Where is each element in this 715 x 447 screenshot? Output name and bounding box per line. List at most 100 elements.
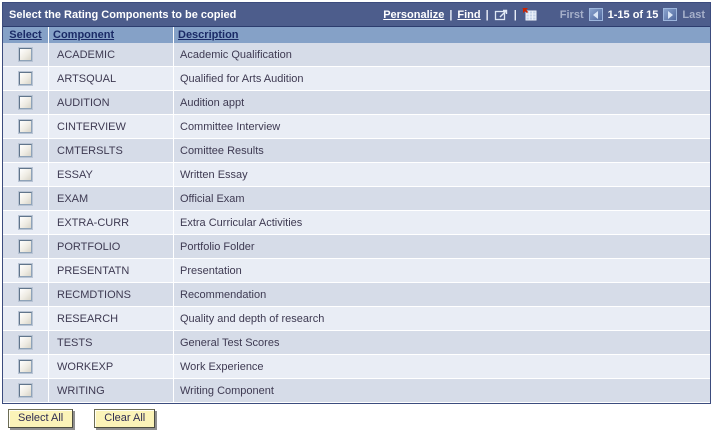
description-cell: Portfolio Folder [173,235,710,258]
component-cell: WORKEXP [48,355,173,378]
first-page-link[interactable]: First [559,8,584,21]
row-checkbox[interactable] [19,72,32,85]
component-cell: EXAM [48,187,173,210]
component-cell: WRITING [48,379,173,402]
table-row: PRESENTATN Presentation [3,259,710,283]
select-cell [3,331,48,354]
table-row: WORKEXP Work Experience [3,355,710,379]
row-checkbox[interactable] [19,192,32,205]
description-cell: Writing Component [173,379,710,402]
select-cell [3,163,48,186]
description-cell: Presentation [173,259,710,282]
separator: | [513,8,517,21]
row-checkbox[interactable] [19,360,32,373]
select-all-button[interactable]: Select All [8,409,74,428]
table-row: RECMDTIONS Recommendation [3,283,710,307]
next-arrow-icon [667,10,673,19]
column-header-component: Component [48,27,173,43]
download-to-excel-icon[interactable] [522,8,537,22]
select-cell [3,67,48,90]
grid-title-bar: Select the Rating Components to be copie… [3,3,710,26]
column-header-description: Description [173,27,710,43]
select-cell [3,187,48,210]
table-row: ARTSQUAL Qualified for Arts Audition [3,67,710,91]
column-header-select: Select [3,27,48,43]
grid-pagination: First 1-15 of 15 Last [560,8,705,21]
description-cell: Quality and depth of research [173,307,710,330]
clear-all-button[interactable]: Clear All [94,409,156,428]
table-row: RESEARCH Quality and depth of research [3,307,710,331]
select-cell [3,43,48,66]
component-cell: CINTERVIEW [48,115,173,138]
select-cell [3,115,48,138]
table-row: EXTRA-CURR Extra Curricular Activities [3,211,710,235]
table-row: TESTS General Test Scores [3,331,710,355]
row-checkbox[interactable] [19,144,32,157]
row-checkbox[interactable] [19,264,32,277]
row-checkbox[interactable] [19,96,32,109]
row-range-label: 1-15 of 15 [607,8,659,21]
description-cell: Recommendation [173,283,710,306]
previous-arrow-icon [593,10,599,19]
table-body: ACADEMIC Academic Qualification ARTSQUAL… [3,43,710,403]
component-cell: ARTSQUAL [48,67,173,90]
popup-window-icon[interactable] [494,8,509,22]
grid-title: Select the Rating Components to be copie… [9,8,237,21]
row-checkbox[interactable] [19,120,32,133]
column-header-component-link[interactable]: Component [53,29,115,41]
select-cell [3,139,48,162]
table-row: WRITING Writing Component [3,379,710,403]
last-page-link[interactable]: Last [682,8,705,21]
component-cell: RESEARCH [48,307,173,330]
row-checkbox[interactable] [19,336,32,349]
row-checkbox[interactable] [19,288,32,301]
rating-components-grid: Select the Rating Components to be copie… [2,2,711,404]
footer-actions: Select All Clear All [8,409,713,428]
row-checkbox[interactable] [19,48,32,61]
select-cell [3,307,48,330]
table-row: CMTERSLTS Comittee Results [3,139,710,163]
description-cell: Qualified for Arts Audition [173,67,710,90]
grid-toolbar: Personalize | Find | | [383,8,705,22]
description-cell: Academic Qualification [173,43,710,66]
description-cell: Official Exam [173,187,710,210]
description-cell: Work Experience [173,355,710,378]
row-checkbox[interactable] [19,216,32,229]
component-cell: ESSAY [48,163,173,186]
column-header-description-link[interactable]: Description [178,29,239,41]
component-cell: TESTS [48,331,173,354]
component-cell: PRESENTATN [48,259,173,282]
select-cell [3,379,48,402]
description-cell: Extra Curricular Activities [173,211,710,234]
next-page-button[interactable] [663,8,678,21]
description-cell: Written Essay [173,163,710,186]
table-row: EXAM Official Exam [3,187,710,211]
select-cell [3,235,48,258]
description-cell: General Test Scores [173,331,710,354]
component-cell: EXTRA-CURR [48,211,173,234]
column-header-select-link[interactable]: Select [9,29,42,41]
component-cell: PORTFOLIO [48,235,173,258]
previous-page-button[interactable] [588,8,603,21]
component-cell: RECMDTIONS [48,283,173,306]
table-row: ESSAY Written Essay [3,163,710,187]
personalize-link[interactable]: Personalize [383,8,445,21]
description-cell: Comittee Results [173,139,710,162]
select-cell [3,283,48,306]
component-cell: ACADEMIC [48,43,173,66]
description-cell: Committee Interview [173,115,710,138]
row-checkbox[interactable] [19,168,32,181]
row-checkbox[interactable] [19,240,32,253]
table-row: AUDITION Audition appt [3,91,710,115]
select-cell [3,211,48,234]
table-row: ACADEMIC Academic Qualification [3,43,710,67]
row-checkbox[interactable] [19,312,32,325]
description-cell: Audition appt [173,91,710,114]
table-row: PORTFOLIO Portfolio Folder [3,235,710,259]
select-cell [3,259,48,282]
separator: | [449,8,453,21]
separator: | [485,8,489,21]
row-checkbox[interactable] [19,384,32,397]
find-link[interactable]: Find [457,8,481,21]
